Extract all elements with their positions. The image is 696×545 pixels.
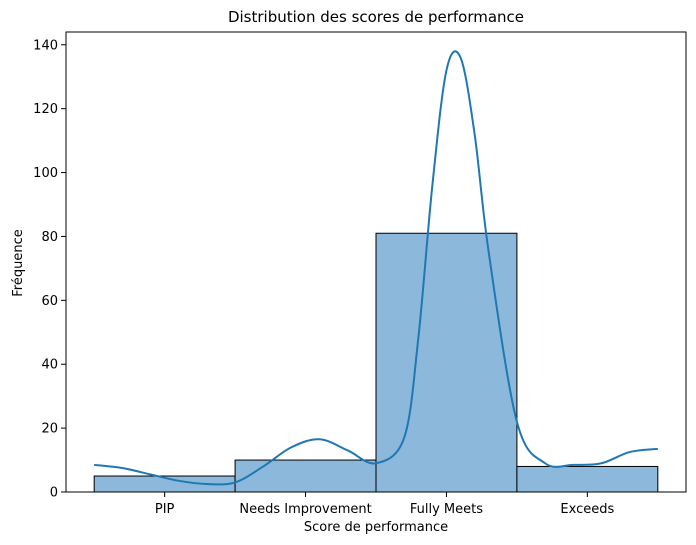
plot-frame bbox=[65, 31, 687, 493]
bar-exceeds bbox=[516, 465, 659, 493]
bar-needs-improvement bbox=[234, 459, 377, 493]
y-tick-label: 120 bbox=[33, 102, 58, 117]
y-tick-label: 20 bbox=[41, 422, 58, 437]
bar-fully-meets bbox=[375, 232, 518, 493]
x-tick-label: Needs Improvement bbox=[239, 502, 371, 517]
bars-group bbox=[93, 232, 659, 493]
x-axis-ticks: PIP Needs Improvement Fully Meets Exceeds bbox=[155, 492, 615, 517]
y-tick-label: 80 bbox=[41, 230, 58, 245]
y-tick-label: 100 bbox=[33, 166, 58, 181]
y-axis-ticks: 0 20 40 60 80 100 120 140 bbox=[33, 38, 66, 501]
y-tick-label: 40 bbox=[41, 358, 58, 373]
y-tick-label: 140 bbox=[33, 38, 58, 53]
y-tick-label: 0 bbox=[50, 486, 58, 501]
y-axis-label: Fréquence bbox=[11, 229, 26, 296]
x-tick-label: PIP bbox=[155, 502, 175, 517]
x-tick-label: Fully Meets bbox=[410, 502, 483, 517]
x-tick-label: Exceeds bbox=[560, 502, 614, 517]
y-tick-label: 60 bbox=[41, 294, 58, 309]
x-axis-label: Score de performance bbox=[304, 520, 448, 535]
kde-curve bbox=[94, 50, 658, 486]
chart-title: Distribution des scores de performance bbox=[228, 8, 524, 26]
